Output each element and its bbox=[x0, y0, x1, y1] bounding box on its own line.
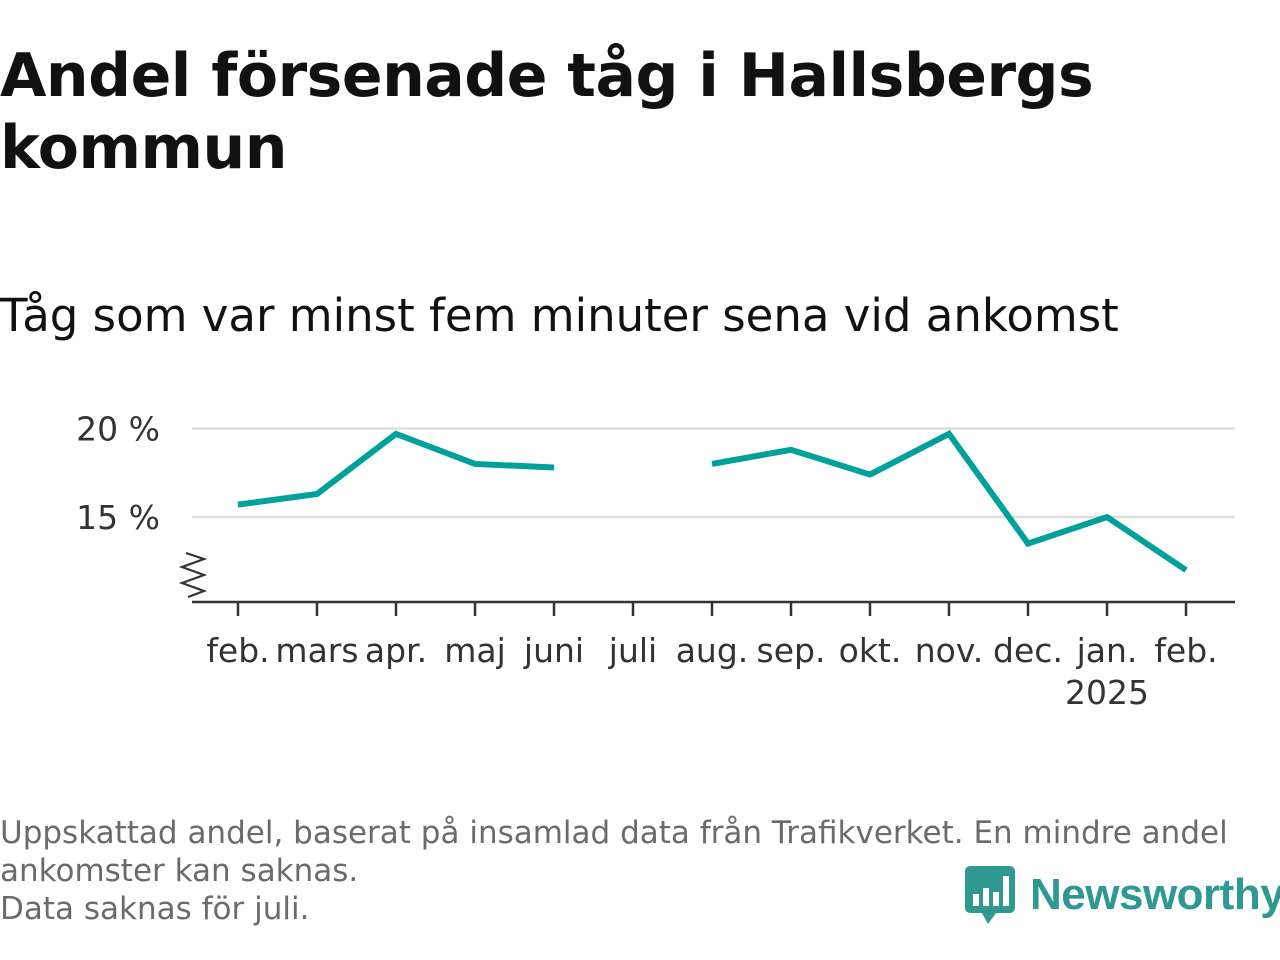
chart-title: Andel försenade tåg i Hallsbergs kommun bbox=[0, 41, 1094, 183]
x-tick-label: nov. bbox=[915, 631, 984, 670]
newsworthy-chart-badge-icon bbox=[965, 866, 1015, 924]
series-lines bbox=[237, 429, 1188, 573]
x-tick-label: sep. bbox=[757, 631, 826, 670]
x-tick-label: jan. bbox=[1076, 631, 1138, 670]
footnote-line: Uppskattad andel, baserat på insamlad da… bbox=[0, 815, 1228, 851]
x-tick-label: feb. bbox=[1154, 631, 1217, 670]
x-tick-label: feb. bbox=[206, 631, 269, 670]
x-tick-label: dec. bbox=[993, 631, 1063, 670]
logo-text: Newsworthy bbox=[1030, 870, 1280, 919]
footnote: Uppskattad andel, baserat på insamlad da… bbox=[0, 814, 1262, 928]
x-tick-label: juni bbox=[523, 631, 584, 670]
series-line-segment bbox=[237, 430, 555, 508]
gridlines bbox=[192, 427, 1235, 519]
x-tick-label: mars bbox=[275, 631, 358, 670]
series-line-segment bbox=[711, 429, 1188, 573]
y-tick-label: 15 % bbox=[76, 498, 160, 537]
x-tick-label: juli bbox=[608, 631, 657, 670]
x-axis bbox=[178, 551, 1235, 616]
axis-break-mark bbox=[178, 551, 208, 599]
x-tick-label: aug. bbox=[676, 631, 749, 670]
chart-subtitle: Tåg som var minst fem minuter sena vid a… bbox=[0, 289, 1119, 342]
x-tick-label: okt. bbox=[839, 631, 902, 670]
footnote-line: Data saknas för juli. bbox=[0, 891, 310, 927]
x-year-label: 2025 bbox=[1065, 673, 1149, 712]
x-tick-label: maj bbox=[444, 631, 506, 670]
axis-labels: 15 %20 %feb. mars apr. maj juni juli aug. sep. o… bbox=[76, 410, 1218, 712]
newsworthy-logo: Newsworthy bbox=[964, 862, 1280, 928]
x-tick-label: apr. bbox=[365, 631, 427, 670]
footnote-line: ankomster kan saknas. bbox=[0, 853, 359, 889]
y-tick-label: 20 % bbox=[76, 410, 160, 449]
